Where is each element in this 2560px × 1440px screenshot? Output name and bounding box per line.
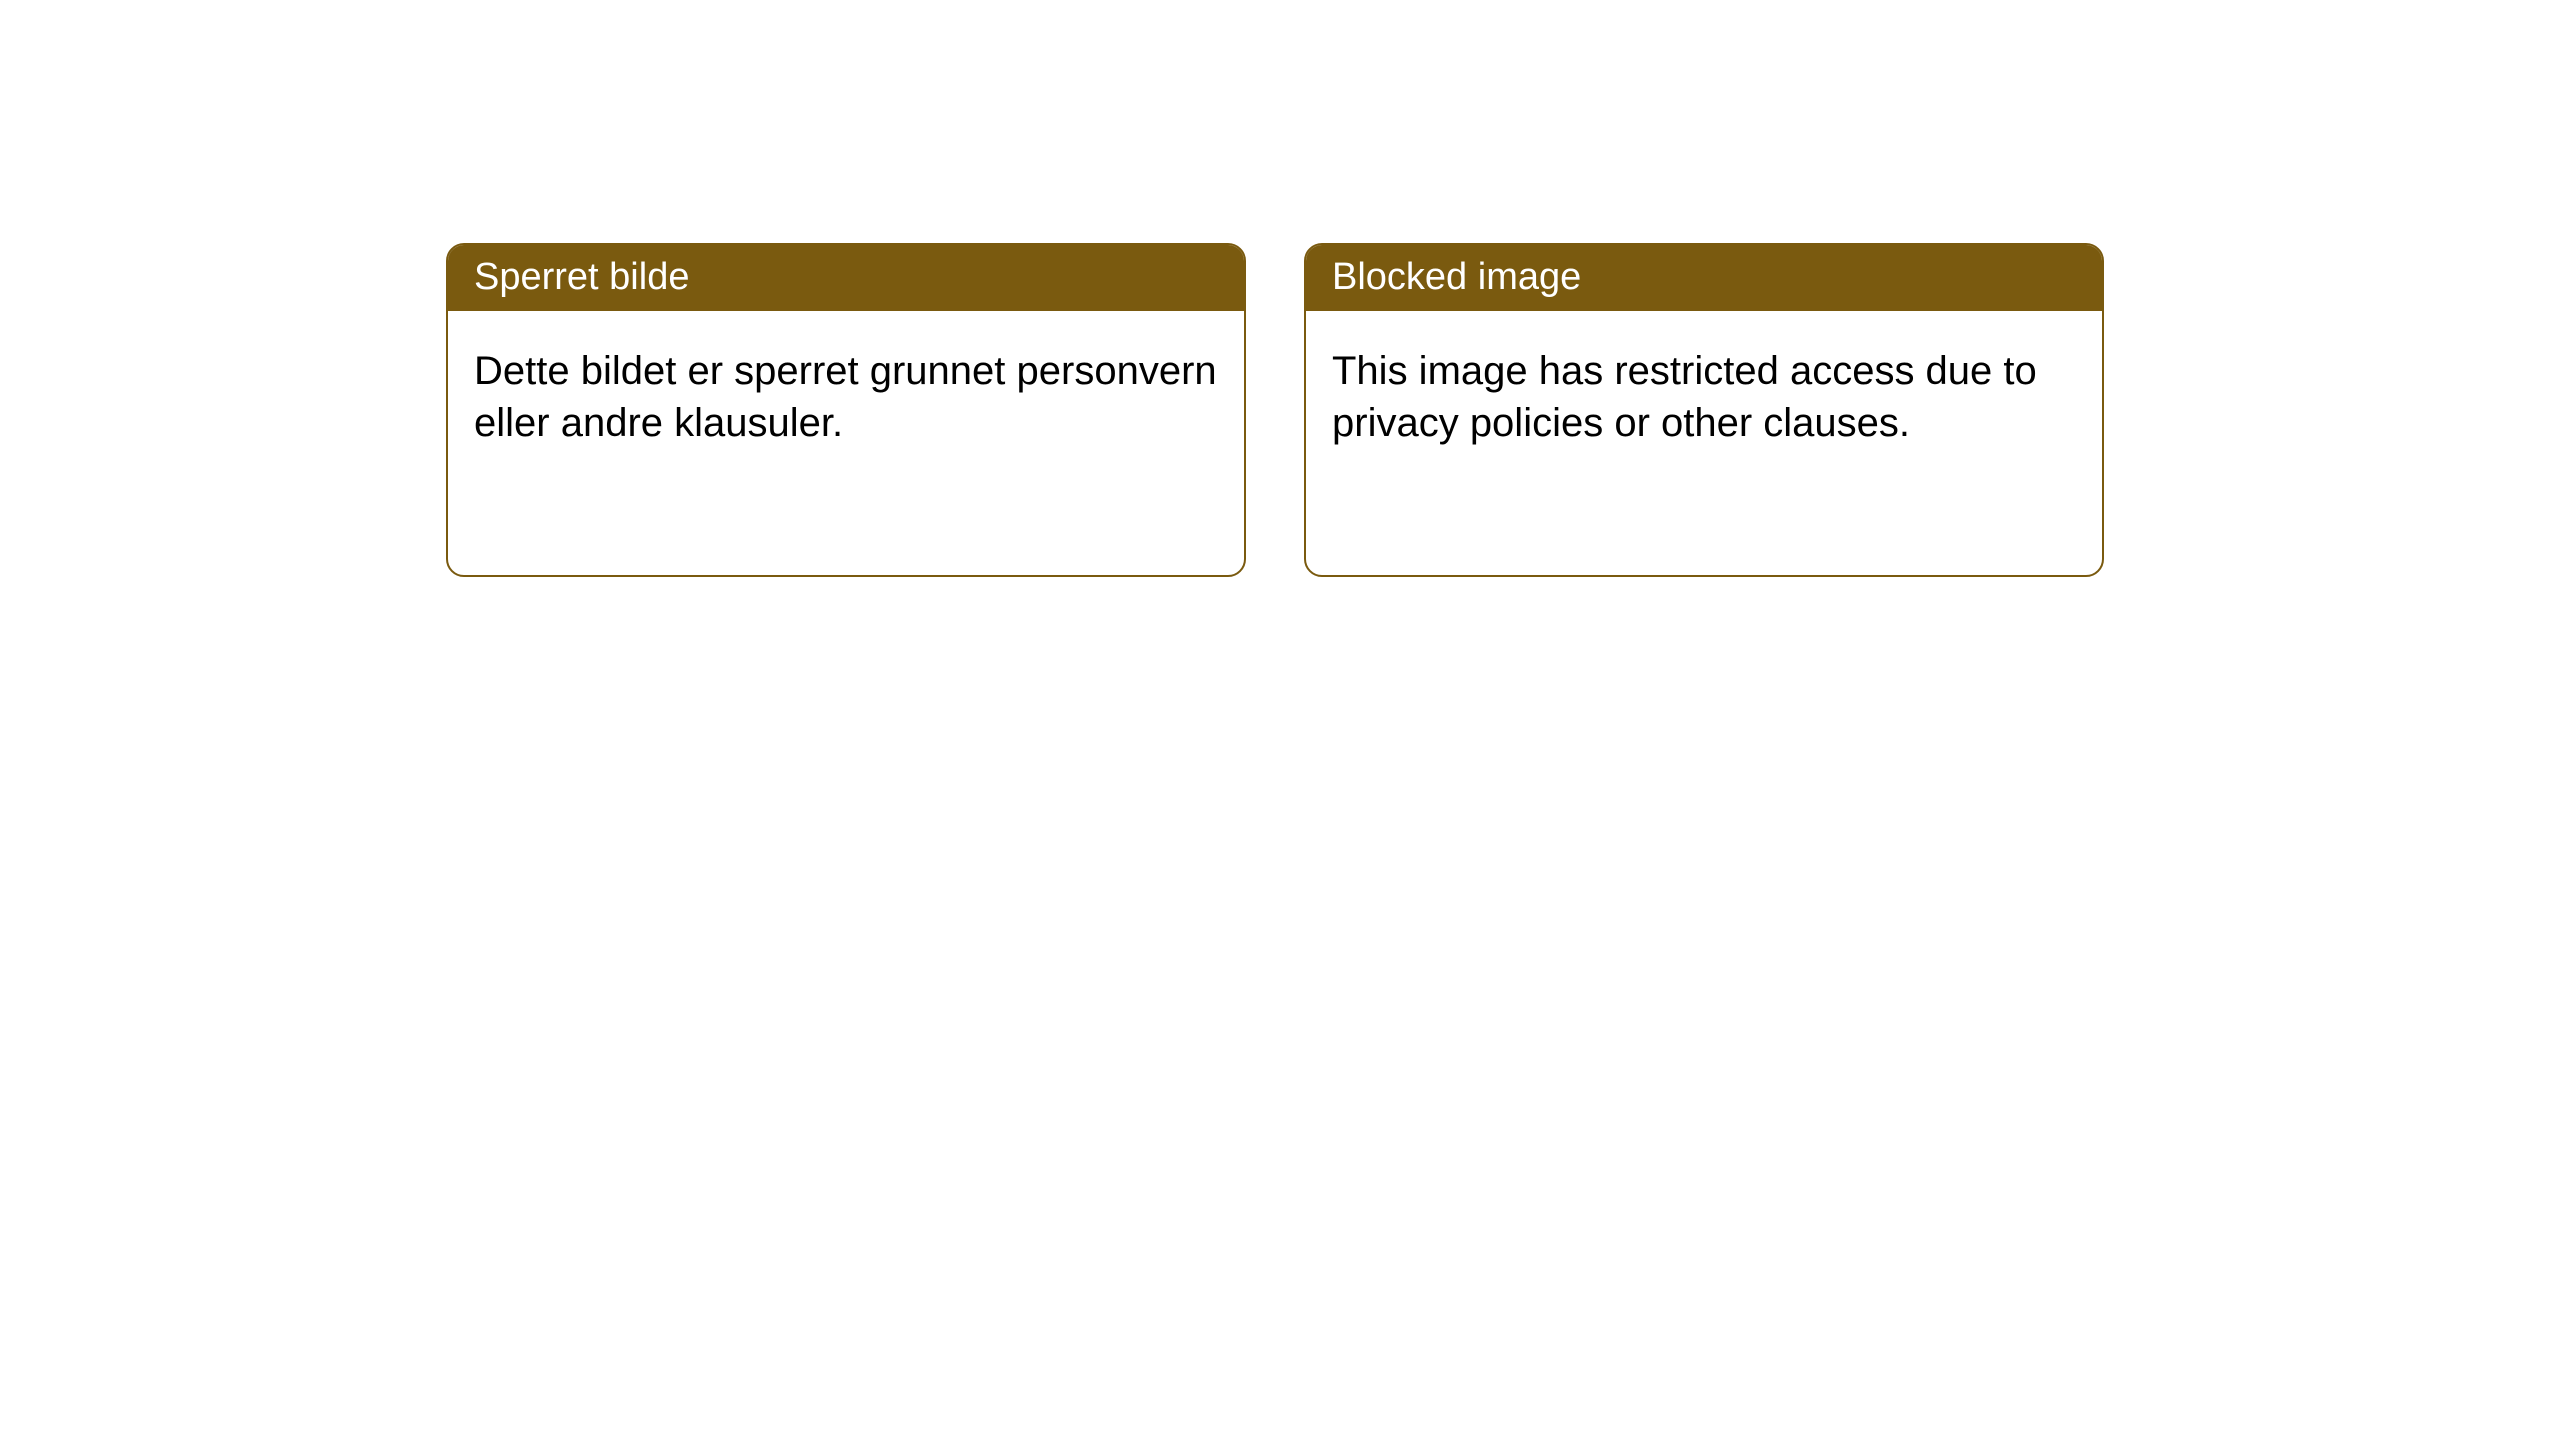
notice-card-en: Blocked image This image has restricted … xyxy=(1304,243,2104,577)
notice-card-body: This image has restricted access due to … xyxy=(1306,311,2102,485)
notice-card-title: Sperret bilde xyxy=(448,245,1244,311)
notice-card-body: Dette bildet er sperret grunnet personve… xyxy=(448,311,1244,485)
notice-card-no: Sperret bilde Dette bildet er sperret gr… xyxy=(446,243,1246,577)
notice-card-title: Blocked image xyxy=(1306,245,2102,311)
notice-cards-container: Sperret bilde Dette bildet er sperret gr… xyxy=(446,243,2104,577)
